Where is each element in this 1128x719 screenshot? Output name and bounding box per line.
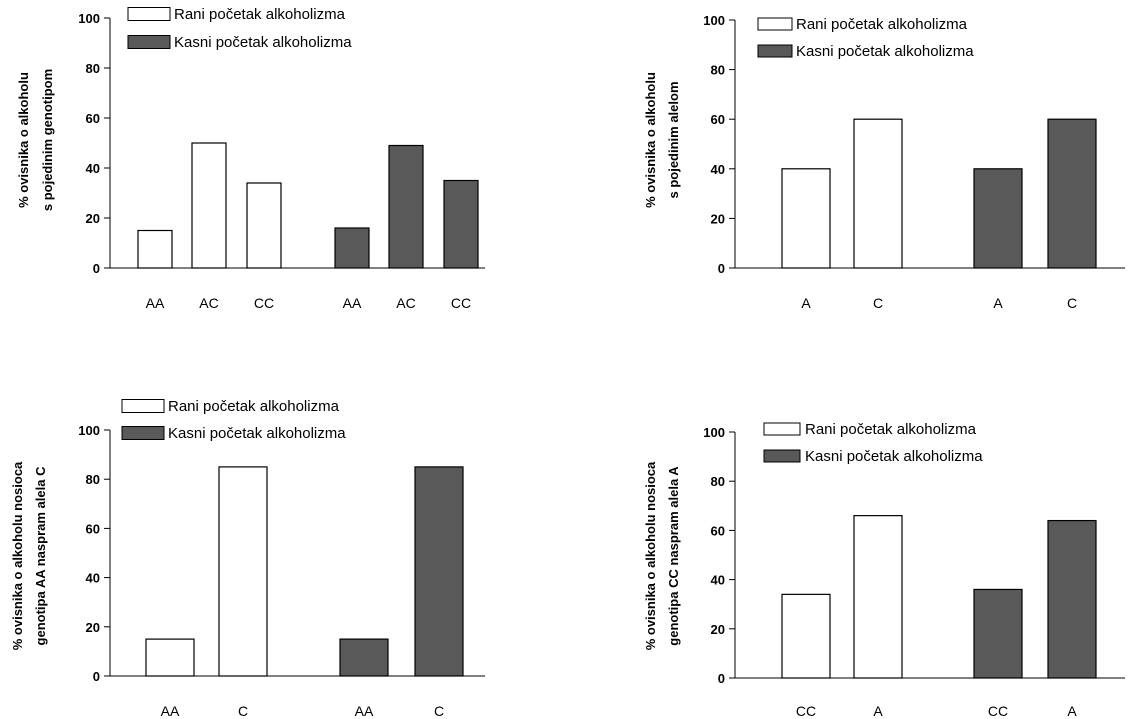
x-category-label: AC — [396, 295, 415, 311]
legend-swatch-late — [121, 426, 165, 440]
bar-late-cc — [443, 179, 479, 269]
chart-panel-1: 0 20 40 60 80 100 % ovisnika o alkoholu s pojed… — [16, 6, 485, 311]
bar-late-ac — [388, 144, 424, 269]
x-category-label: AA — [343, 295, 362, 311]
bar-late-cc — [973, 588, 1023, 679]
x-category-label: AA — [161, 703, 180, 719]
legend-label-late: Kasni početak alkoholizma — [796, 43, 974, 60]
y-axis-label: genotipa AA naspram alela C — [33, 466, 48, 646]
legend-swatch-late — [763, 449, 801, 463]
x-category-label: CC — [796, 703, 816, 719]
bar-early-a — [853, 515, 903, 679]
x-category-label: C — [434, 703, 444, 719]
y-axis-label: % ovisnika o alkoholu nosioca — [643, 461, 658, 650]
legend-swatch-early — [121, 399, 165, 413]
bar-late-aa — [339, 638, 389, 677]
legend-label-late: Kasni početak alkoholizma — [168, 425, 346, 442]
y-tick-label: 20 — [711, 622, 725, 637]
bar-late-c — [1047, 118, 1097, 269]
x-category-label: C — [873, 295, 883, 311]
bar-early-a — [781, 168, 831, 269]
y-tick-label: 20 — [86, 620, 100, 635]
y-axis-label: s pojedinim alelom — [666, 81, 681, 198]
bar-early-c — [218, 466, 268, 677]
y-tick-label: 40 — [711, 573, 725, 588]
bar-late-c — [414, 466, 464, 677]
legend: Rani početak alkoholizma Kasni početak al… — [127, 6, 352, 51]
x-category-label: A — [801, 295, 811, 311]
legend-label-late: Kasni početak alkoholizma — [174, 34, 352, 51]
legend-swatch-late — [127, 35, 171, 49]
y-tick-label: 40 — [86, 571, 100, 586]
x-category-label: A — [993, 295, 1003, 311]
x-category-label: AA — [146, 295, 165, 311]
y-tick-label: 80 — [711, 474, 725, 489]
chart-panel-4: 0 20 40 60 80 100 % ovisnika o alkoholu nosioc… — [643, 421, 1125, 719]
legend-label-late: Kasni početak alkoholizma — [805, 448, 983, 465]
bar-early-cc — [246, 182, 282, 269]
y-tick-label: 40 — [711, 162, 725, 177]
x-category-label: AA — [355, 703, 374, 719]
y-tick-label: 80 — [86, 472, 100, 487]
y-tick-label: 20 — [711, 211, 725, 226]
y-tick-label: 100 — [78, 423, 100, 438]
chart-panel-3: 0 20 40 60 80 100 % ovisnika o alkoholu nosioc… — [10, 398, 485, 719]
bar-early-c — [853, 118, 903, 269]
legend-label-early: Rani početak alkoholizma — [796, 16, 968, 33]
y-tick-label: 0 — [718, 671, 725, 686]
bar-early-aa — [145, 638, 195, 677]
legend-swatch-early — [127, 7, 171, 21]
bar-early-aa — [137, 229, 173, 269]
legend-swatch-early — [757, 17, 793, 31]
y-tick-label: 0 — [93, 261, 100, 276]
bar-late-aa — [334, 227, 370, 269]
y-tick-label: 60 — [86, 111, 100, 126]
y-tick-label: 100 — [703, 13, 725, 28]
y-tick-label: 100 — [78, 11, 100, 26]
y-tick-label: 60 — [86, 521, 100, 536]
y-tick-label: 40 — [86, 161, 100, 176]
bar-late-a — [1047, 519, 1097, 679]
y-tick-label: 0 — [93, 669, 100, 684]
y-axis-label: % ovisnika o alkoholu — [643, 72, 658, 208]
legend-swatch-late — [757, 44, 793, 58]
y-tick-label: 100 — [703, 425, 725, 440]
bar-early-ac — [191, 142, 227, 269]
y-axis-label: genotipa CC naspram alela A — [666, 466, 681, 646]
y-tick-label: 20 — [86, 211, 100, 226]
x-category-label: C — [238, 703, 248, 719]
y-tick-label: 0 — [718, 261, 725, 276]
legend: Rani početak alkoholizma Kasni početak al… — [763, 421, 983, 465]
chart-panel-2: 0 20 40 60 80 100 % ovisnika o alkoholu s pojed… — [643, 13, 1125, 311]
y-tick-label: 60 — [711, 112, 725, 127]
bar-early-cc — [781, 593, 831, 679]
x-category-label: CC — [254, 295, 274, 311]
bar-late-a — [973, 168, 1023, 269]
legend-label-early: Rani početak alkoholizma — [174, 6, 346, 23]
x-category-label: C — [1067, 295, 1077, 311]
legend-label-early: Rani početak alkoholizma — [805, 421, 977, 438]
y-axis-label: % ovisnika o alkoholu — [16, 72, 31, 208]
legend-label-early: Rani početak alkoholizma — [168, 398, 340, 415]
y-tick-label: 60 — [711, 523, 725, 538]
x-category-label: CC — [451, 295, 471, 311]
x-category-label: A — [1067, 703, 1077, 719]
y-axis-label: s pojedinim genotipom — [40, 69, 55, 211]
y-tick-label: 80 — [86, 61, 100, 76]
legend: Rani početak alkoholizma Kasni početak al… — [757, 16, 974, 60]
legend-swatch-early — [763, 422, 801, 436]
x-category-label: CC — [988, 703, 1008, 719]
y-axis-label: % ovisnika o alkoholu nosioca — [10, 461, 25, 650]
legend: Rani početak alkoholizma Kasni početak al… — [121, 398, 346, 442]
x-category-label: AC — [199, 295, 218, 311]
x-category-label: A — [873, 703, 883, 719]
y-tick-label: 80 — [711, 63, 725, 78]
